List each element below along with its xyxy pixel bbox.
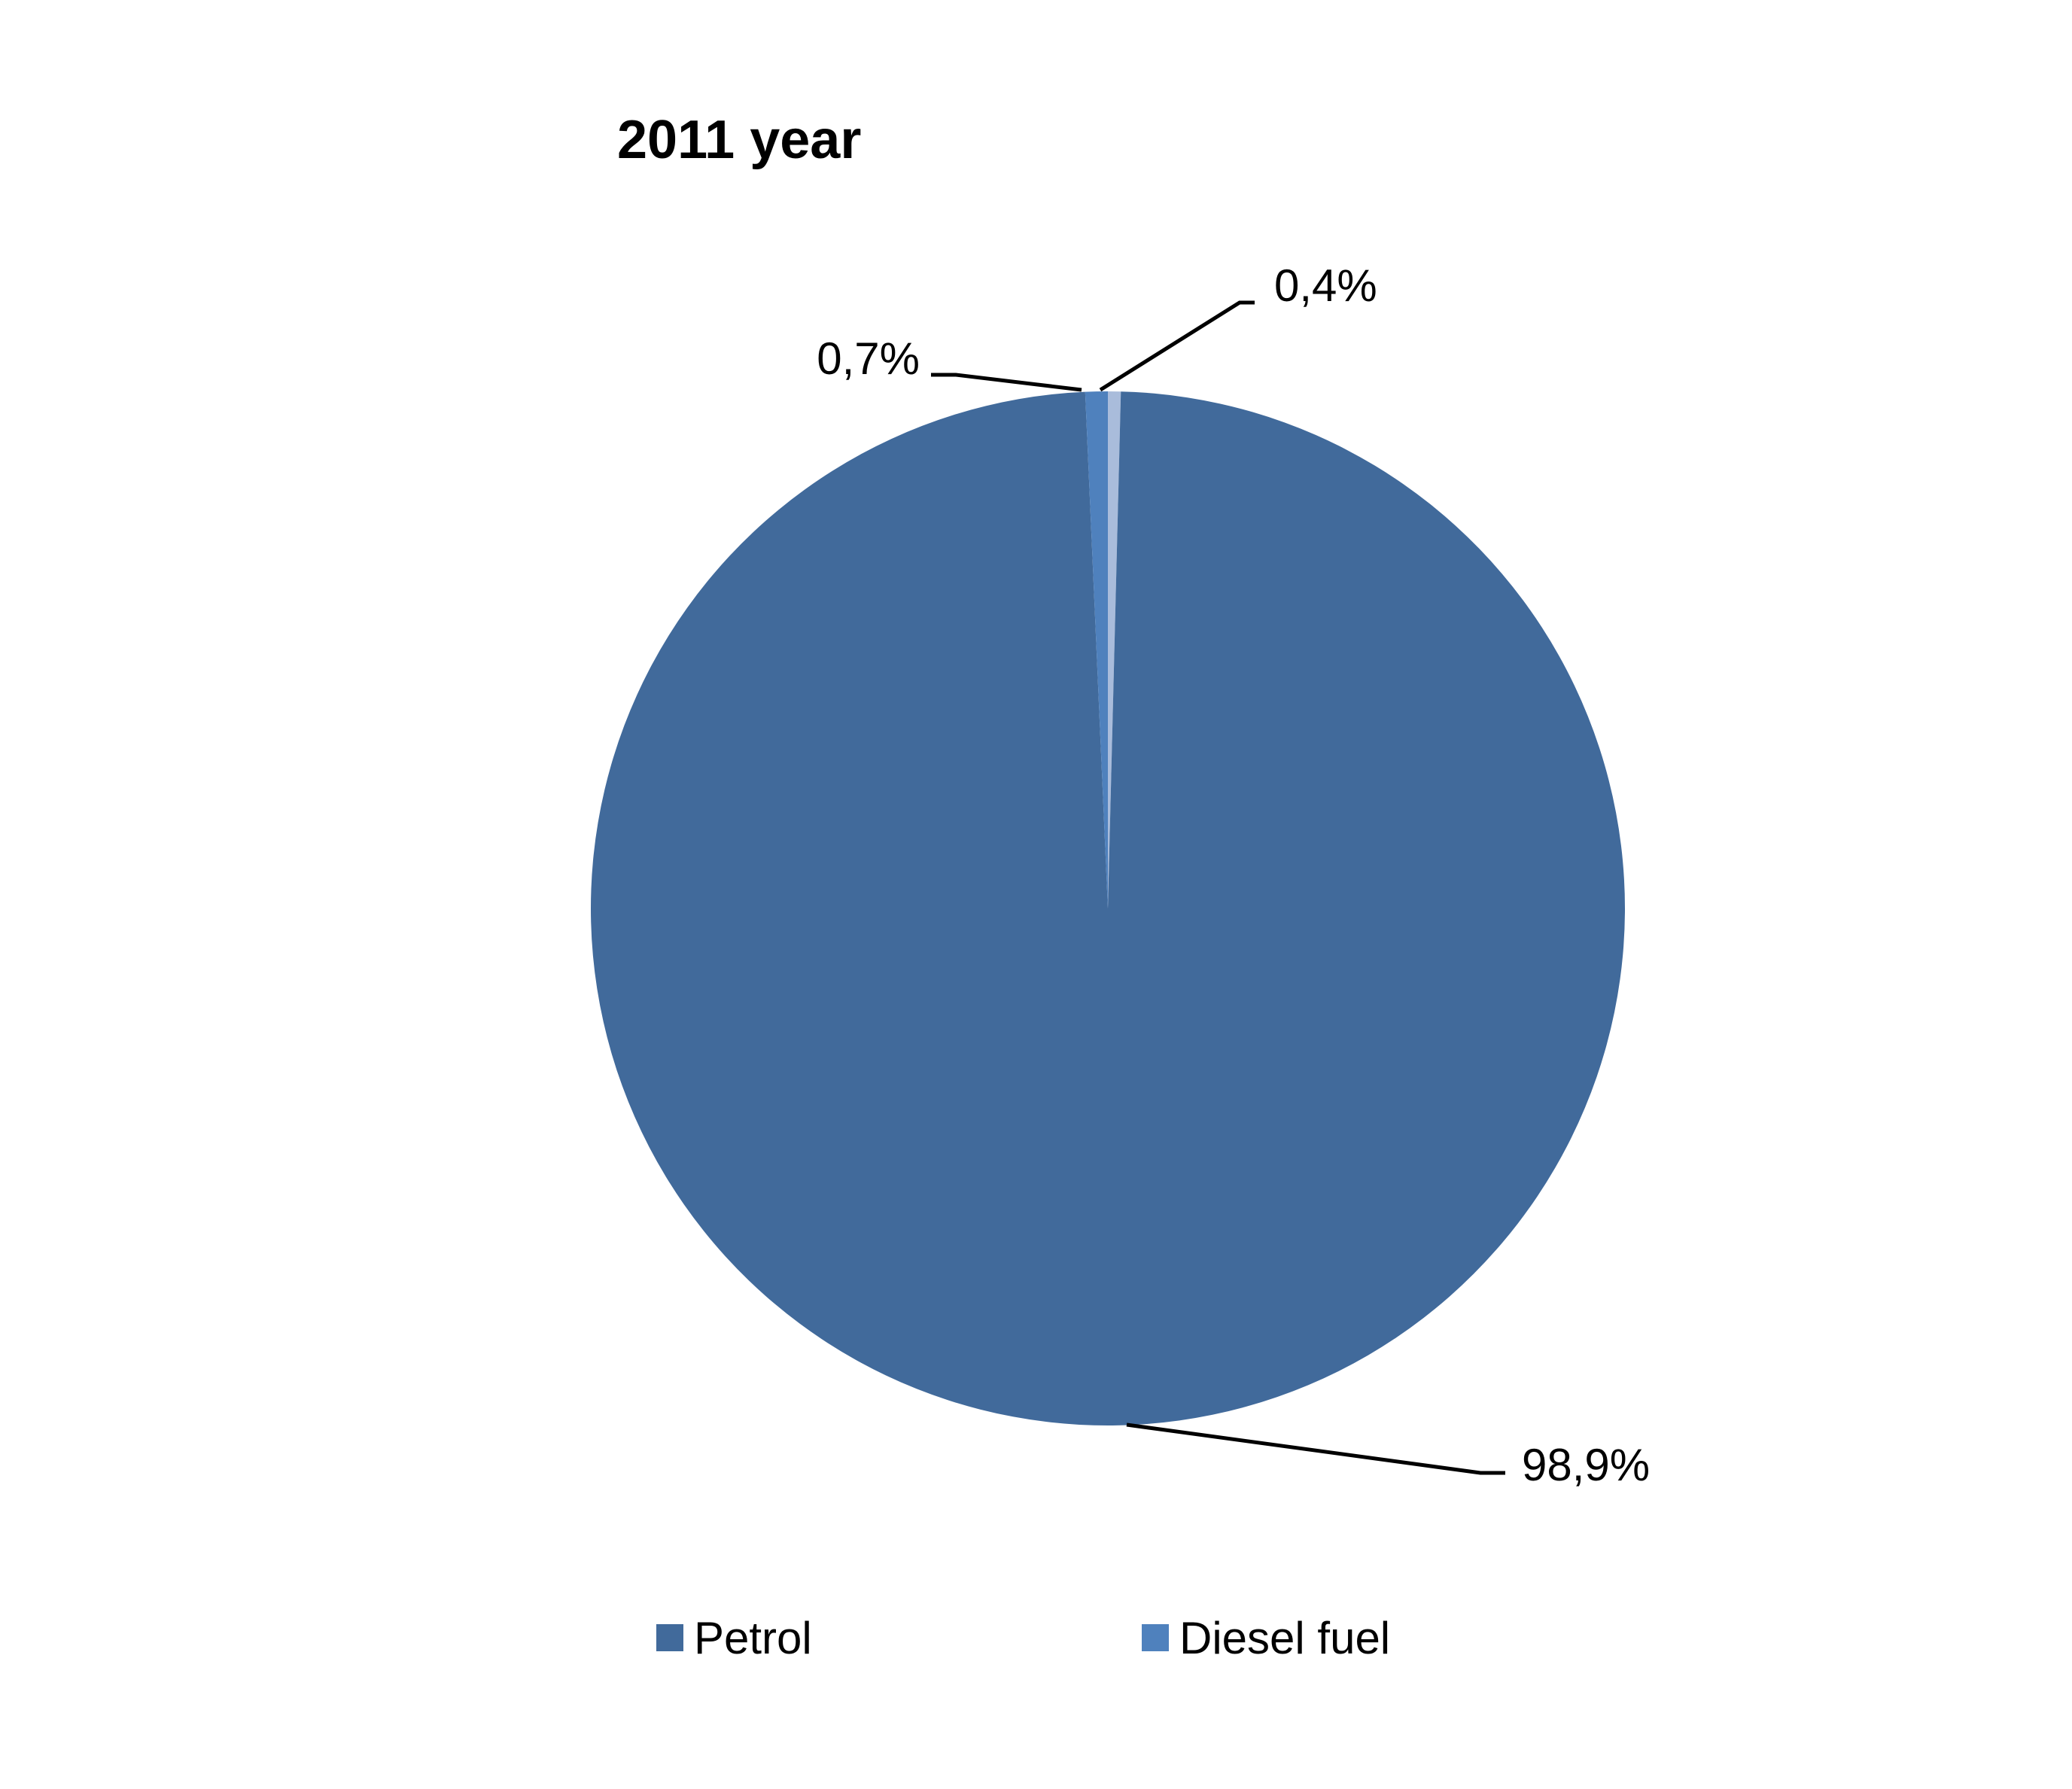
data-label-slice-3: 0,4%	[1274, 260, 1377, 311]
chart-title: 2011 year	[617, 110, 861, 170]
legend-swatch-diesel-fuel	[1142, 1624, 1169, 1651]
data-label-slice-1: 98,9%	[1522, 1440, 1650, 1490]
pie-slice-3	[1108, 391, 1121, 908]
pie-slice-1	[590, 391, 1625, 1425]
legend-swatch-petrol	[656, 1624, 683, 1651]
legend: Petrol Diesel fuel	[656, 1613, 1390, 1663]
leader-line-slice-1	[1126, 1422, 1505, 1475]
legend-label-diesel-fuel: Diesel fuel	[1179, 1613, 1390, 1663]
leader-line-slice-3	[1099, 300, 1255, 392]
legend-label-petrol: Petrol	[694, 1613, 812, 1663]
data-label-slice-2: 0,7%	[817, 333, 920, 384]
leader-line-slice-2	[931, 373, 1082, 392]
pie-slices	[590, 391, 1625, 1425]
pie-slice-2	[1085, 391, 1108, 908]
